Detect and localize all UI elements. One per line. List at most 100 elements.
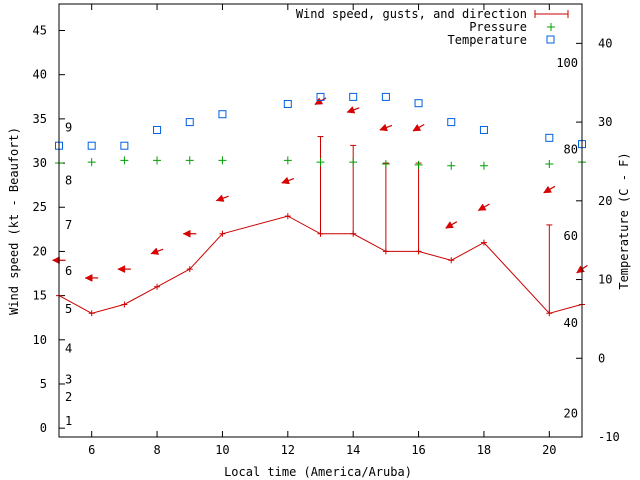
pressure-layer <box>55 156 586 170</box>
pressure-point <box>316 158 325 167</box>
wind-speed-point <box>219 230 226 237</box>
wind-speed-point <box>448 257 455 264</box>
y2-tick-label: 40 <box>598 36 612 50</box>
beaufort-label: 5 <box>65 302 72 316</box>
x-axis-label: Local time (America/Aruba) <box>224 465 412 479</box>
temperature-point <box>218 110 227 119</box>
wind-speed-point <box>186 266 193 273</box>
temperature-point <box>185 118 194 127</box>
y-tick-label: 40 <box>33 68 47 82</box>
wind-direction-arrowhead <box>182 229 191 238</box>
beaufort-label: 3 <box>65 373 72 387</box>
pressure-point <box>218 156 227 165</box>
ticks-layer <box>59 4 582 438</box>
legend-swatch-temperature <box>546 35 555 44</box>
temperature-point <box>87 141 96 150</box>
fahrenheit-label: 20 <box>564 406 578 420</box>
y2-tick-label: 30 <box>598 115 612 129</box>
pressure-point <box>153 156 162 165</box>
wind-direction-arrowhead <box>314 97 324 105</box>
temperature-point <box>316 92 325 101</box>
beaufort-label: 4 <box>65 342 72 356</box>
beaufort-label: 8 <box>65 174 72 188</box>
y-tick-label: 35 <box>33 112 47 126</box>
wind-direction-arrowhead <box>84 274 93 282</box>
temperature-point <box>414 99 423 108</box>
y-tick-label: 25 <box>33 200 47 214</box>
pressure-point <box>447 161 456 170</box>
wind-layer <box>51 97 588 317</box>
pressure-point <box>479 161 488 170</box>
y2-axis-label: Temperature (C - F) <box>617 152 631 289</box>
temperature-point <box>545 133 554 142</box>
pressure-point <box>545 159 554 168</box>
wind-speed-point <box>88 310 95 317</box>
y-tick-label: 0 <box>40 421 47 435</box>
beaufort-label: 9 <box>65 121 72 135</box>
x-tick-label: 8 <box>153 443 160 457</box>
temperature-point <box>283 99 292 108</box>
x-tick-label: 20 <box>542 443 556 457</box>
x-tick-label: 18 <box>477 443 491 457</box>
fahrenheit-label: 100 <box>556 56 578 70</box>
fahrenheit-label: 80 <box>564 143 578 157</box>
y-tick-label: 20 <box>33 244 47 258</box>
x-tick-label: 16 <box>411 443 425 457</box>
pressure-point <box>381 159 390 168</box>
wind-direction-arrowhead <box>543 185 552 194</box>
fahrenheit-label: 40 <box>564 316 578 330</box>
beaufort-label: 7 <box>65 218 72 232</box>
pressure-point <box>120 156 129 165</box>
legend: Wind speed, gusts, and direction Pressur… <box>296 7 569 47</box>
wind-speed-point <box>121 301 128 308</box>
y-tick-label: 45 <box>33 24 47 38</box>
wind-direction-arrowhead <box>117 265 126 274</box>
wind-direction-arrowhead <box>445 221 454 229</box>
legend-label-pressure: Pressure <box>469 20 527 34</box>
fahrenheit-label: 60 <box>564 229 578 243</box>
wind-speed-point <box>480 239 487 246</box>
pressure-point <box>87 158 96 167</box>
temperature-point <box>120 141 129 150</box>
y-tick-label: 15 <box>33 289 47 303</box>
x-tick-label: 10 <box>215 443 229 457</box>
y-tick-label: 10 <box>33 333 47 347</box>
beaufort-label: 2 <box>65 390 72 404</box>
y2-tick-label: 0 <box>598 351 605 365</box>
wind-direction-arrowhead <box>51 256 60 265</box>
pressure-point <box>283 156 292 165</box>
wind-direction-arrowhead <box>150 247 160 255</box>
y2-tick-label: 10 <box>598 273 612 287</box>
temperature-point <box>349 92 358 101</box>
wind-direction-arrowhead <box>215 194 225 202</box>
labels-layer: 6 8 10 12 14 16 18 20051015202530354045-1001020… <box>33 24 620 457</box>
plot-frame <box>58 3 583 438</box>
x-tick-label: 14 <box>346 443 360 457</box>
legend-swatch-pressure <box>547 23 555 31</box>
beaufort-label: 6 <box>65 264 72 278</box>
beaufort-label: 1 <box>65 414 72 428</box>
pressure-point <box>349 158 358 167</box>
wind-speed-point <box>154 283 161 290</box>
legend-label-wind: Wind speed, gusts, and direction <box>296 7 527 21</box>
wind-speed-point <box>284 213 291 220</box>
temperature-point <box>153 125 162 134</box>
wind-direction-arrowhead <box>576 265 585 274</box>
y2-tick-label: 20 <box>598 194 612 208</box>
x-tick-label: 6 <box>88 443 95 457</box>
temperature-point <box>479 125 488 134</box>
wind-direction-arrowhead <box>477 203 487 211</box>
y-tick-label: 5 <box>40 377 47 391</box>
temperature-point <box>381 92 390 101</box>
wind-direction-arrowhead <box>412 123 422 132</box>
pressure-point <box>185 156 194 165</box>
legend-label-temperature: Temperature <box>448 33 527 47</box>
pressure-point <box>414 160 423 169</box>
temperature-point <box>447 118 456 127</box>
legend-swatch-wind <box>534 10 569 18</box>
wind-direction-arrowhead <box>346 106 356 114</box>
y-tick-label: 30 <box>33 156 47 170</box>
wind-direction-arrowhead <box>379 123 388 132</box>
y-axis-label: Wind speed (kt - Beaufort) <box>7 127 21 315</box>
